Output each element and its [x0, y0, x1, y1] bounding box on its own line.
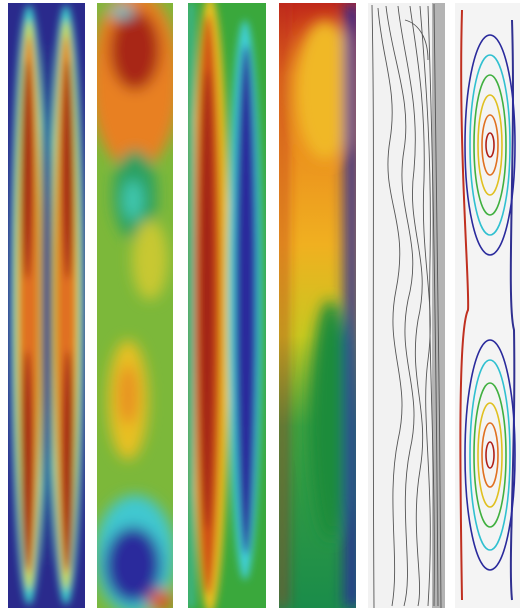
figure: [0, 0, 522, 611]
panel-6: [455, 3, 520, 608]
panel-1: [8, 3, 85, 608]
page: [0, 0, 522, 611]
panel-3: [188, 0, 266, 611]
panel-background: [455, 3, 520, 608]
panel-5: [368, 3, 445, 608]
panel-4: [279, 3, 359, 608]
panel-2: [90, 0, 180, 611]
